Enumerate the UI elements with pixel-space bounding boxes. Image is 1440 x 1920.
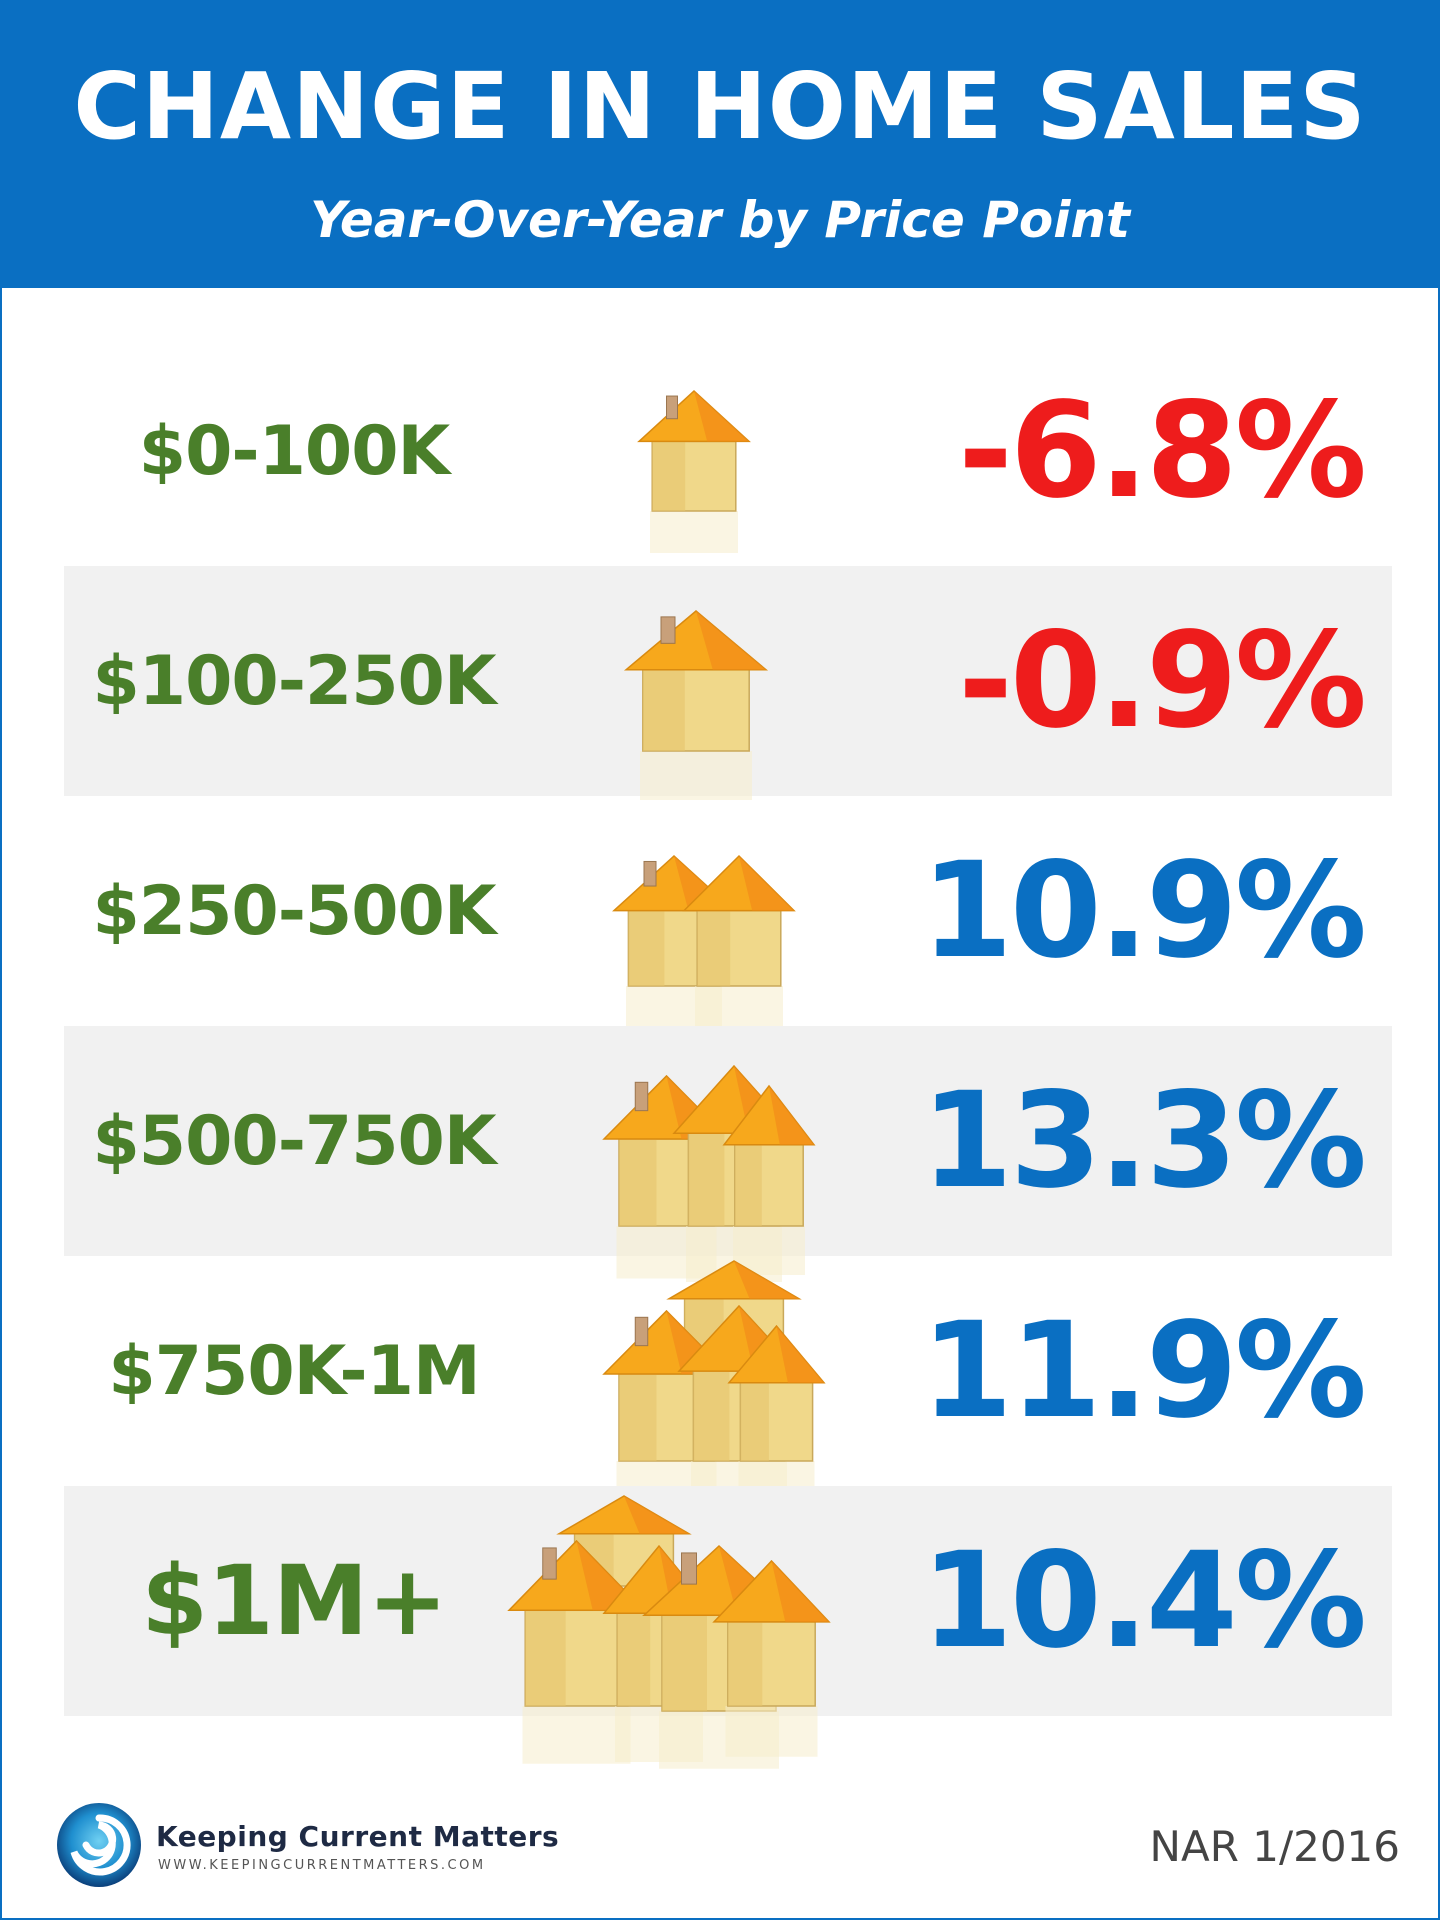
table-row: $250-500K 10.9%: [64, 796, 1392, 1032]
sales-change-value: 10.9%: [921, 834, 1367, 988]
sales-change-value: 11.9%: [921, 1294, 1367, 1448]
house-icon: [602, 1064, 816, 1282]
table-row: $1M+ 10.4%: [64, 1486, 1392, 1769]
table-row: $0-100K -6.8%: [64, 336, 1392, 566]
sales-change-value: 13.3%: [921, 1064, 1367, 1218]
sales-change-value: 10.4%: [921, 1524, 1367, 1678]
table-row: $500-750K 13.3%: [64, 1026, 1392, 1282]
page-title: CHANGE IN HOME SALES: [73, 53, 1367, 160]
house-icon: [612, 854, 796, 1032]
brand-url[interactable]: WWW.KEEPINGCURRENTMATTERS.COM: [158, 1858, 486, 1873]
sales-change-value: -6.8%: [958, 374, 1367, 528]
price-range-label: $250-500K: [92, 871, 496, 951]
sales-change-value: -0.9%: [958, 604, 1367, 758]
page-subtitle: Year-Over-Year by Price Point: [310, 191, 1130, 249]
source-note: NAR 1/2016: [1149, 1822, 1400, 1871]
price-range-label: $500-750K: [92, 1101, 496, 1181]
house-icon: [602, 1260, 826, 1516]
brand-name: Keeping Current Matters: [156, 1820, 560, 1853]
price-range-label: $100-250K: [92, 641, 496, 721]
header-banner: CHANGE IN HOME SALES Year-Over-Year by P…: [0, 0, 1440, 288]
table-row: $750K-1M 11.9%: [64, 1256, 1392, 1516]
price-range-label: $0-100K: [138, 411, 451, 491]
price-range-label: $1M+: [141, 1545, 448, 1657]
swirl-logo-icon: [57, 1803, 141, 1887]
house-icon: [507, 1495, 831, 1769]
house-icon: [637, 389, 751, 553]
table-row: $100-250K -0.9%: [64, 566, 1392, 800]
price-range-label: $750K-1M: [108, 1331, 480, 1411]
house-icon: [623, 610, 769, 800]
